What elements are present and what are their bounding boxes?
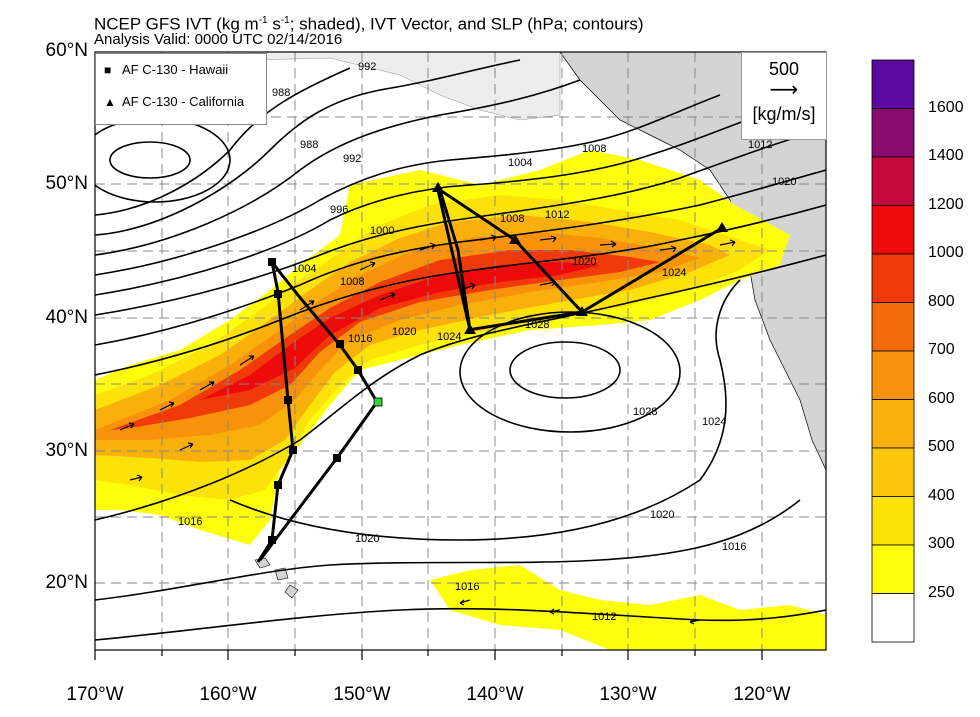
colorbar-label: 700: [928, 341, 955, 358]
colorbar-label: 1000: [928, 244, 964, 261]
svg-text:1012: 1012: [545, 209, 569, 221]
contour-labels: 992 988 988 992 996 1000 1004 1008 1004 …: [178, 61, 796, 623]
svg-text:1024: 1024: [662, 267, 686, 279]
colorbar-label: 600: [928, 389, 955, 407]
colorbar-swatch: [871, 205, 915, 255]
colorbar-swatch: [871, 302, 915, 352]
map-title: NCEP GFS IVT (kg m-1 s-1; shaded), IVT V…: [94, 14, 644, 34]
colorbar-label: 500: [928, 438, 955, 455]
flight-markers: [268, 182, 728, 544]
svg-text:1020: 1020: [355, 533, 379, 545]
svg-text:1016: 1016: [178, 516, 202, 528]
hawaii-start-marker: [373, 397, 383, 407]
svg-text:1016: 1016: [455, 581, 479, 593]
flight-legend: ■ AF C-130 - Hawaii ▲ AF C-130 - Californi…: [95, 53, 267, 125]
svg-text:1008: 1008: [582, 143, 606, 155]
colorbar-swatch: [871, 59, 915, 109]
lon-label-160: 160°W: [199, 684, 257, 705]
ivt-vectors: [119, 234, 736, 625]
colorbar-swatch: [871, 253, 915, 303]
ivt-250-south: [430, 565, 826, 650]
ivt-1000: [200, 262, 600, 400]
reference-vector-units: [kg/m/s]: [752, 104, 816, 124]
svg-text:1008: 1008: [500, 213, 524, 225]
colorbar-label: 300: [928, 535, 955, 552]
colorbar-label: 1400: [928, 147, 964, 164]
svg-text:1020: 1020: [650, 509, 674, 521]
square-icon: ■: [104, 63, 112, 77]
triangle-icon: ▲: [104, 95, 116, 109]
colorbar: [871, 59, 915, 643]
svg-text:1008: 1008: [340, 276, 364, 288]
lon-label-140: 140°W: [466, 684, 524, 705]
svg-text:988: 988: [272, 87, 290, 99]
reference-vector-box: 500 ⟶ [kg/m/s]: [741, 52, 827, 140]
svg-text:992: 992: [343, 153, 361, 165]
colorbar-swatch: [871, 350, 915, 400]
svg-text:1012: 1012: [592, 611, 616, 623]
lat-label-50: 50°N: [45, 173, 88, 194]
colorbar-swatch: [871, 593, 915, 643]
colorbar-label: 1600: [928, 98, 964, 116]
legend-item-hawaii: ■ AF C-130 - Hawaii: [104, 62, 229, 77]
svg-text:1020: 1020: [772, 176, 796, 188]
svg-text:1004: 1004: [508, 157, 532, 169]
svg-text:1000: 1000: [370, 225, 394, 237]
colorbar-swatch: [871, 399, 915, 449]
track-hawaii: [256, 261, 379, 563]
map-subtitle: Analysis Valid: 0000 UTC 02/14/2016: [94, 31, 343, 48]
reference-vector-value: 500: [768, 59, 800, 79]
svg-text:1004: 1004: [292, 263, 316, 275]
colorbar-swatch: [871, 156, 915, 206]
svg-text:1016: 1016: [348, 333, 372, 345]
colorbar-label: 400: [928, 486, 955, 504]
svg-text:1028: 1028: [525, 319, 549, 331]
lat-label-20: 20°N: [45, 572, 88, 593]
svg-text:1028: 1028: [633, 406, 657, 418]
svg-text:1024: 1024: [702, 416, 726, 428]
svg-text:1012: 1012: [748, 139, 772, 151]
lon-label-150: 150°W: [333, 684, 391, 705]
colorbar-swatch: [871, 544, 915, 594]
svg-text:1020: 1020: [572, 256, 596, 268]
svg-text:1024: 1024: [437, 331, 461, 343]
colorbar-label: 1200: [928, 195, 964, 213]
legend-item-california: ▲ AF C-130 - California: [104, 94, 245, 109]
svg-text:988: 988: [300, 139, 318, 151]
svg-text:996: 996: [330, 204, 348, 216]
colorbar-swatch: [871, 496, 915, 546]
svg-text:992: 992: [358, 61, 376, 73]
lat-label-30: 30°N: [45, 440, 88, 461]
graticule: [95, 52, 826, 650]
lon-label-130: 130°W: [599, 684, 657, 705]
lon-label-120: 120°W: [733, 684, 791, 705]
lat-label-60: 60°N: [45, 40, 88, 61]
colorbar-swatch: [871, 108, 915, 158]
colorbar-label: 800: [928, 292, 955, 310]
colorbar-swatch: [871, 447, 915, 497]
svg-text:1016: 1016: [722, 541, 746, 553]
svg-text:1020: 1020: [392, 326, 416, 338]
lon-label-170: 170°W: [66, 684, 124, 705]
colorbar-label: 250: [928, 583, 955, 601]
lat-label-40: 40°N: [45, 307, 88, 328]
arrow-right-icon: ⟶: [769, 79, 799, 101]
plot-frame: [94, 51, 827, 651]
ivt-shading: [95, 150, 826, 650]
